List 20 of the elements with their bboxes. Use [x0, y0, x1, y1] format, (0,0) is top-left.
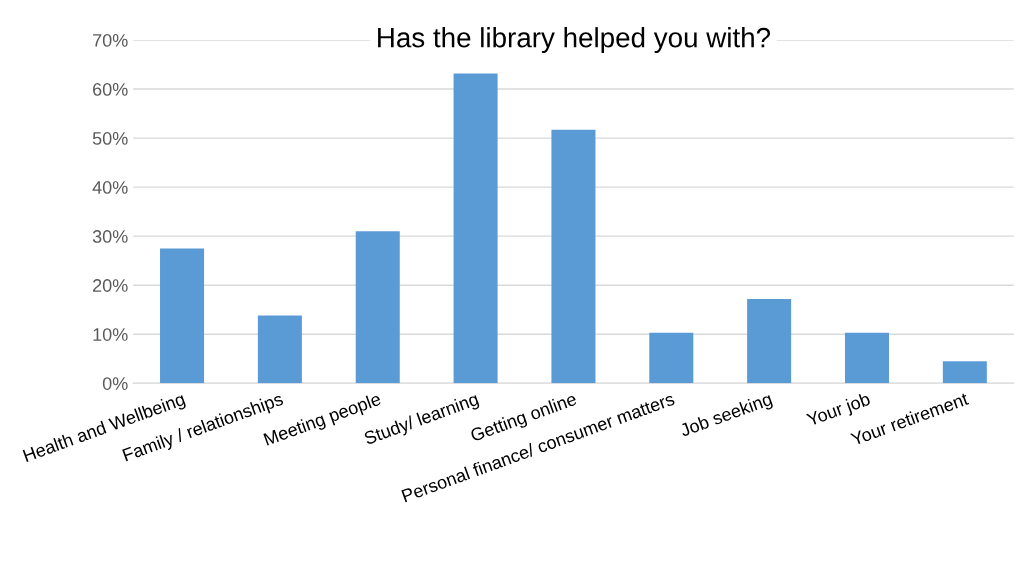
x-tick-label: Job seeking: [678, 391, 774, 441]
bar: [355, 231, 400, 384]
y-tick-label: 70%: [93, 33, 128, 47]
x-tick-label: Your job: [805, 391, 873, 430]
y-tick-label: 60%: [93, 83, 128, 96]
y-tick-label: 10%: [93, 328, 128, 341]
chart-title: Has the library helped you with?: [378, 27, 771, 53]
y-tick-label: 40%: [92, 181, 128, 194]
bar: [453, 73, 498, 384]
bar: [747, 298, 792, 384]
y-tick-label: 0%: [102, 377, 128, 390]
bar: [257, 315, 302, 384]
bar: [160, 248, 205, 384]
y-tick-label: 30%: [92, 230, 128, 243]
y-tick-label: 50%: [92, 132, 128, 145]
bar: [551, 129, 596, 384]
bar: [649, 332, 694, 384]
bar: [844, 332, 889, 384]
y-tick-label: 20%: [93, 279, 128, 292]
bar: [942, 361, 987, 384]
